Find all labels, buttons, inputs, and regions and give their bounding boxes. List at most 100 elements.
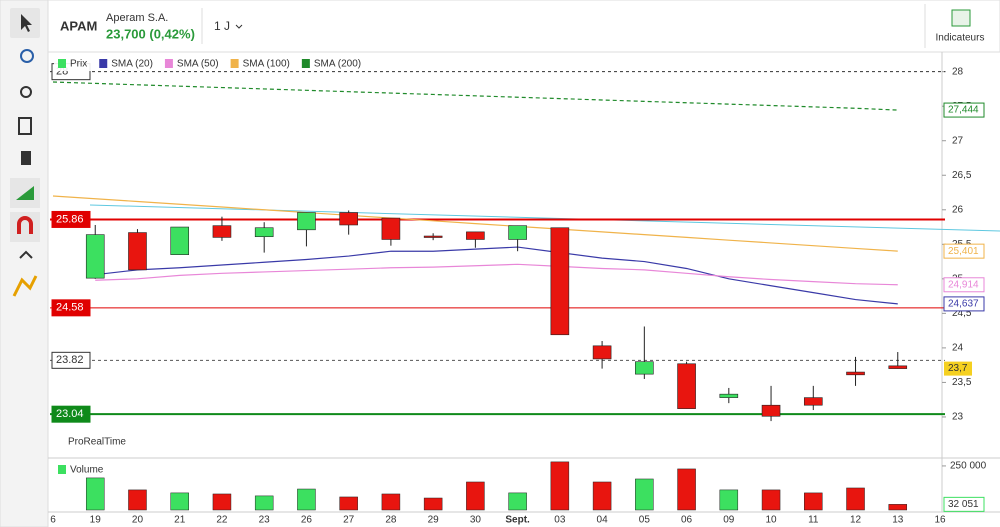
volume-bar (381, 493, 401, 511)
x-tick-label: 29 (428, 515, 440, 526)
level-label: 23.82 (56, 354, 84, 366)
volume-bar (677, 468, 696, 511)
candle-body (592, 345, 612, 360)
price-value-box (944, 361, 972, 376)
volume-value-box (943, 496, 985, 512)
source: ProRealTime (68, 437, 126, 448)
price: 23,700 (0,42%) (106, 26, 195, 41)
volume-bar (592, 481, 612, 511)
toolbar (0, 0, 49, 527)
period-caret[interactable] (235, 24, 243, 29)
indicators-button[interactable]: Indicateurs (936, 33, 985, 44)
x-tick-label: 21 (174, 515, 186, 526)
draw-icon[interactable] (12, 275, 38, 297)
legend-label: SMA (200) (314, 59, 361, 70)
copy-icon[interactable] (18, 117, 32, 135)
level-label-box (51, 351, 91, 369)
legend-label: SMA (50) (177, 59, 219, 70)
x-tick-label: 06 (681, 515, 693, 526)
candle-body (761, 404, 781, 417)
volume-bar (339, 496, 358, 511)
volume-bar (297, 488, 316, 511)
x-tick-label: 16 (934, 515, 946, 526)
candle-body (297, 212, 316, 231)
y-tick-label: 28 (952, 66, 964, 77)
candle-body (635, 361, 654, 375)
candle-body (888, 365, 908, 369)
candle-body (846, 371, 865, 376)
x-tick-label: 11 (808, 515, 819, 526)
sma-value-box (943, 296, 985, 312)
legend-label: SMA (20) (111, 59, 153, 70)
sma-value-box (943, 243, 985, 259)
candle-body (85, 234, 105, 279)
symbol: APAM (60, 18, 97, 33)
y-tick-label: 27 (952, 135, 964, 146)
y-tick-label: 23,5 (952, 377, 972, 388)
volume-title: Volume (70, 465, 104, 476)
x-tick-label: 30 (470, 515, 482, 526)
price-value-label: 23,7 (948, 363, 968, 374)
x-tick-label: 6 (50, 515, 56, 526)
volume-legend-swatch (58, 465, 66, 474)
volume-bar (846, 487, 865, 511)
volume-bar (423, 497, 443, 511)
x-tick-label: 20 (132, 515, 144, 526)
delete-icon[interactable] (21, 151, 31, 165)
x-tick-label: 03 (554, 515, 566, 526)
x-tick-label: 04 (597, 515, 609, 526)
volume-bar (212, 493, 232, 511)
legend-swatch (58, 59, 66, 68)
sma-line (95, 246, 898, 305)
level-label-box (51, 210, 91, 228)
sma-value-label: 24,914 (948, 279, 979, 290)
sma-value-label: 24,637 (948, 299, 979, 310)
trend-icon (16, 186, 34, 200)
candle-body (508, 225, 527, 240)
volume-bar (170, 492, 189, 511)
candle-body (381, 217, 401, 240)
trendline (89, 204, 1000, 232)
view-icon[interactable] (20, 86, 32, 98)
collapse-icon[interactable] (19, 250, 33, 259)
candle-body (466, 231, 485, 240)
sma-value-box (943, 102, 985, 118)
period[interactable]: 1 J (214, 19, 230, 33)
sma-value-label: 27,444 (948, 105, 979, 116)
level-label-box (51, 299, 91, 317)
level-label: 25.86 (56, 213, 84, 225)
y-tick-label: 26,5 (952, 170, 972, 181)
volume-bar (635, 478, 654, 511)
x-tick-label: 19 (90, 515, 102, 526)
zoom-icon[interactable] (20, 49, 34, 63)
candle-body (550, 227, 570, 336)
legend-swatch (230, 59, 239, 68)
level-label: 23.04 (56, 408, 84, 420)
candle-body (254, 227, 274, 238)
volume-bar (254, 495, 274, 511)
y-tick-label: 26 (952, 204, 964, 215)
legend-label: Prix (70, 59, 87, 70)
volume-bar (804, 492, 823, 511)
candle-body (339, 212, 358, 226)
indicators-icon[interactable] (951, 9, 971, 27)
x-tick-label: 22 (216, 515, 228, 526)
company-name: Aperam S.A. (106, 12, 168, 24)
tools[interactable] (10, 8, 40, 297)
volume-value-label: 32 051 (948, 499, 979, 510)
volume-bar (761, 489, 781, 511)
x-tick-label: 28 (385, 515, 397, 526)
candle-body (212, 225, 232, 238)
legend-bg (54, 56, 372, 71)
y-tick-label: 24,5 (952, 308, 972, 319)
volume-tick-label: 250 000 (950, 461, 987, 472)
volume-bar (508, 492, 527, 511)
volume-bar (128, 489, 147, 511)
volume-bar (466, 481, 485, 511)
y-tick-label: 23 (952, 412, 964, 423)
sma-line (95, 263, 898, 286)
x-tick-label: 10 (765, 515, 777, 526)
x-tick-label: 12 (850, 515, 862, 526)
